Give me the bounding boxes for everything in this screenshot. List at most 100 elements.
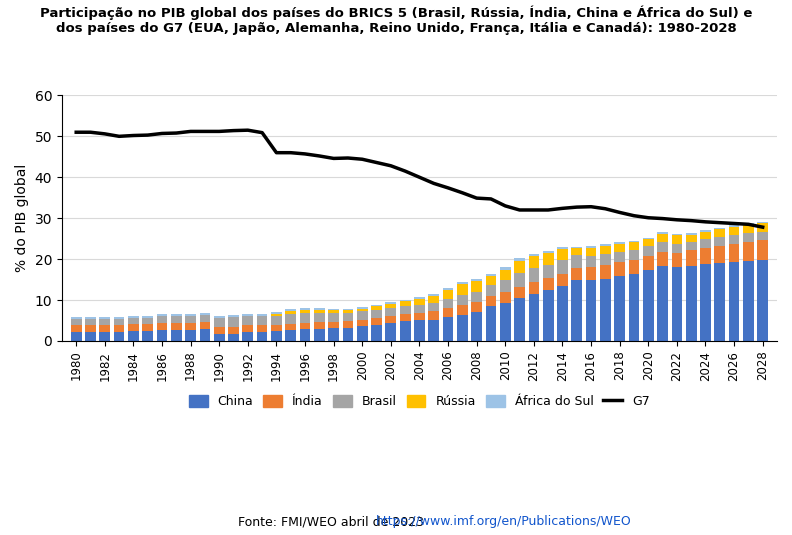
Bar — [528, 294, 539, 341]
Bar — [86, 317, 96, 319]
Bar — [485, 285, 497, 295]
Bar — [729, 243, 740, 262]
Bar — [114, 319, 124, 325]
Bar — [157, 315, 167, 316]
Bar — [743, 225, 754, 233]
Bar — [714, 246, 725, 263]
Bar — [615, 276, 625, 341]
Bar — [571, 280, 582, 341]
Bar — [571, 268, 582, 280]
Text: https://www.imf.org/en/Publications/WEO: https://www.imf.org/en/Publications/WEO — [375, 515, 631, 528]
Bar — [457, 285, 468, 295]
Bar — [457, 315, 468, 341]
Bar — [700, 232, 711, 239]
Bar — [386, 316, 396, 323]
Bar — [143, 318, 153, 324]
Bar — [414, 312, 425, 320]
Bar — [485, 276, 497, 285]
Bar — [686, 250, 696, 266]
Bar — [471, 279, 482, 281]
Bar — [686, 235, 696, 242]
Bar — [557, 286, 568, 341]
Bar — [400, 322, 410, 341]
Bar — [743, 261, 754, 341]
Bar — [543, 278, 554, 290]
Bar — [471, 312, 482, 341]
Bar — [757, 240, 768, 260]
Bar — [615, 243, 625, 252]
Bar — [643, 247, 653, 256]
Bar — [457, 282, 468, 285]
Bar — [514, 273, 525, 287]
Bar — [314, 310, 325, 312]
Bar — [299, 312, 310, 323]
Bar — [643, 270, 653, 341]
Bar — [643, 240, 653, 247]
Bar — [485, 305, 497, 341]
Bar — [428, 296, 439, 303]
Bar — [86, 332, 96, 341]
Bar — [371, 306, 382, 310]
Bar — [414, 299, 425, 305]
Bar — [386, 304, 396, 308]
Bar — [586, 268, 596, 280]
Bar — [586, 248, 596, 256]
Bar — [743, 233, 754, 242]
Bar — [514, 261, 525, 273]
Bar — [257, 315, 268, 316]
Bar — [371, 325, 382, 341]
Bar — [328, 310, 339, 312]
Bar — [600, 244, 611, 246]
Bar — [100, 317, 110, 319]
Bar — [328, 322, 339, 328]
Bar — [700, 230, 711, 232]
Bar — [128, 318, 139, 324]
Bar — [543, 251, 554, 254]
Bar — [443, 317, 453, 341]
Bar — [443, 290, 453, 299]
Bar — [271, 312, 282, 314]
Bar — [729, 235, 740, 243]
Bar — [500, 280, 511, 292]
Bar — [214, 327, 225, 333]
Bar — [514, 258, 525, 261]
Bar — [143, 331, 153, 341]
Bar — [285, 309, 296, 311]
Bar — [242, 316, 253, 325]
Bar — [657, 242, 668, 252]
Bar — [514, 299, 525, 341]
Bar — [86, 319, 96, 325]
Bar — [400, 300, 410, 301]
Bar — [428, 303, 439, 311]
Bar — [285, 314, 296, 324]
Bar — [357, 320, 367, 326]
Bar — [471, 281, 482, 292]
Bar — [714, 227, 725, 229]
Bar — [185, 330, 196, 341]
Bar — [757, 232, 768, 240]
Bar — [214, 318, 225, 327]
Bar — [629, 250, 639, 260]
Bar — [714, 263, 725, 341]
Bar — [357, 309, 367, 311]
Bar — [586, 256, 596, 268]
Bar — [657, 234, 668, 242]
Bar — [200, 330, 211, 341]
Bar — [100, 332, 110, 341]
Bar — [242, 314, 253, 316]
Bar — [271, 325, 282, 331]
Bar — [386, 323, 396, 341]
Bar — [443, 288, 453, 290]
Bar — [343, 322, 353, 328]
Bar — [299, 310, 310, 312]
Bar — [457, 305, 468, 315]
Bar — [714, 237, 725, 246]
Bar — [543, 265, 554, 278]
Bar — [357, 311, 367, 320]
Bar — [686, 266, 696, 341]
Bar — [271, 314, 282, 316]
Bar — [285, 324, 296, 330]
Bar — [114, 317, 124, 319]
Bar — [400, 301, 410, 306]
Bar — [70, 332, 82, 341]
